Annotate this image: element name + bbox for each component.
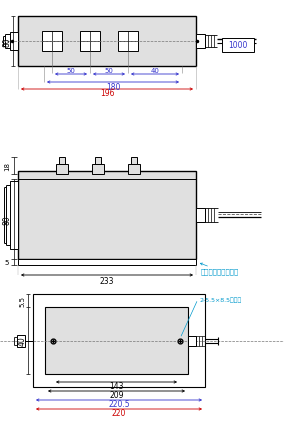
Bar <box>95 158 101 164</box>
Text: 220.5: 220.5 <box>108 400 130 408</box>
Bar <box>196 208 205 223</box>
Bar <box>56 164 68 174</box>
Bar <box>59 158 65 164</box>
Bar <box>188 336 196 346</box>
Bar <box>196 35 205 49</box>
Text: 2-5.5×8.5取付穴: 2-5.5×8.5取付穴 <box>200 296 242 302</box>
Bar <box>18 260 196 265</box>
Text: 233: 233 <box>100 276 114 285</box>
Text: 196: 196 <box>100 89 114 98</box>
Text: 1000: 1000 <box>228 41 248 50</box>
Text: 18: 18 <box>4 161 10 171</box>
Text: 80: 80 <box>3 37 11 47</box>
Text: 50: 50 <box>105 68 113 74</box>
Text: サポートブラケット: サポートブラケット <box>201 267 239 274</box>
Bar <box>18 17 196 67</box>
Bar <box>10 181 18 250</box>
Text: 5: 5 <box>5 260 9 265</box>
Bar <box>80 32 100 52</box>
Text: 80: 80 <box>3 215 11 224</box>
Bar <box>33 294 205 387</box>
Text: 143: 143 <box>109 381 124 391</box>
Text: 180: 180 <box>106 82 120 91</box>
Text: 40: 40 <box>18 336 26 345</box>
Bar <box>128 164 140 174</box>
Text: 40: 40 <box>151 68 159 74</box>
Bar <box>131 158 137 164</box>
Text: 220: 220 <box>112 408 126 418</box>
Bar <box>18 171 196 260</box>
Text: 5.5: 5.5 <box>19 295 25 306</box>
Bar <box>92 164 104 174</box>
Bar <box>45 307 188 374</box>
Text: 50: 50 <box>66 68 76 74</box>
Bar <box>10 33 18 51</box>
Text: 209: 209 <box>109 391 124 400</box>
Bar <box>118 32 138 52</box>
Bar <box>17 335 25 347</box>
Bar <box>222 39 254 53</box>
Bar <box>42 32 62 52</box>
